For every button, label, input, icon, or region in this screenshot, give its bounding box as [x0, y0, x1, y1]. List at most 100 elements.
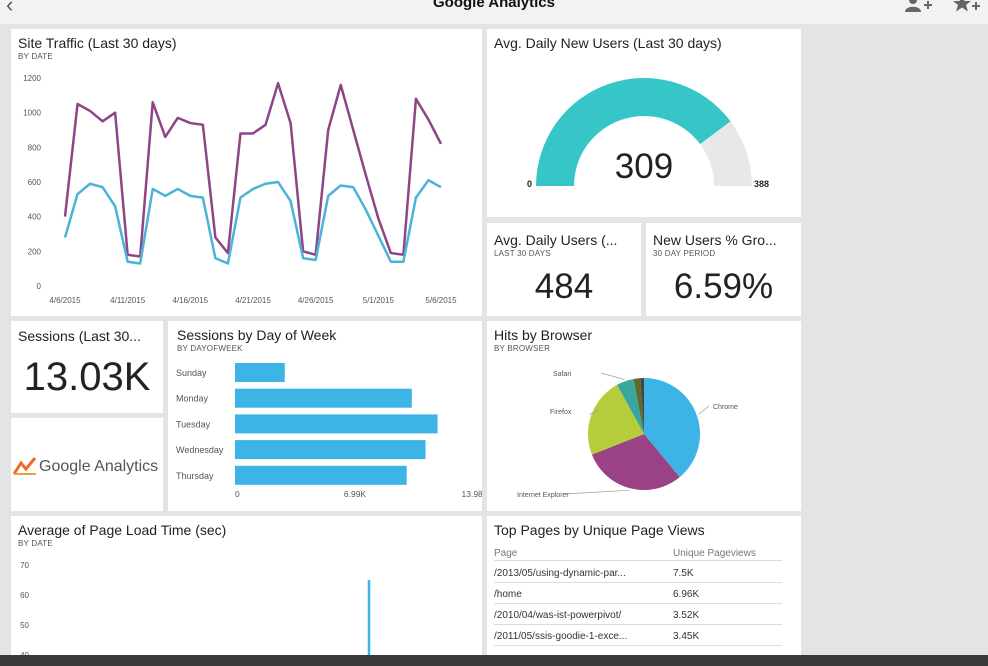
pie-slice	[640, 378, 644, 434]
y-tick-label: 1000	[23, 109, 41, 118]
pie-label: Chrome	[713, 404, 738, 411]
bottom-bar	[0, 655, 988, 666]
x-tick-label: 4/26/2015	[298, 296, 334, 305]
hits-by-browser-title: Hits by Browser	[494, 327, 593, 343]
top-bar: ‹ Google Analytics	[0, 0, 988, 24]
page-views: 7.5K	[673, 568, 694, 579]
y-tick-label: 1200	[23, 74, 41, 83]
y-tick-label: 70	[20, 561, 29, 570]
x-tick-label: 5/1/2015	[363, 296, 395, 305]
pie-slice	[633, 378, 644, 434]
x-tick-label: 13.98K	[462, 489, 482, 499]
y-tick-label: 400	[28, 213, 42, 222]
hits-by-browser-subtitle: BY BROWSER	[494, 344, 551, 353]
page-path: /2011/05/ssis-goodie-1-exce...	[494, 631, 628, 642]
add-user-icon[interactable]	[904, 0, 934, 19]
page-load-subtitle: BY DATE	[18, 539, 53, 548]
page-path: /2013/05/using-dynamic-par...	[494, 568, 626, 579]
hits-by-browser-chart: Chrome Internet Explorer Firefox Safari	[517, 371, 738, 499]
pie-slice	[644, 378, 700, 478]
x-tick-label: 4/16/2015	[173, 296, 209, 305]
top-pages-tile[interactable]: Top Pages by Unique Page Views Page Uniq…	[487, 516, 801, 666]
daily-new-users-title: Avg. Daily New Users (Last 30 days)	[494, 35, 722, 51]
category-label: Tuesday	[176, 419, 211, 429]
page-path: /home	[494, 589, 522, 600]
top-pages-header: Page Unique Pageviews	[494, 544, 782, 561]
site-traffic-subtitle: BY DATE	[18, 52, 53, 61]
chevron-left-icon[interactable]: ‹	[6, 0, 14, 17]
daily-users-tile[interactable]: Avg. Daily Users (... LAST 30 DAYS 484	[487, 223, 641, 316]
x-tick-label: 5/6/2015	[425, 296, 457, 305]
bar	[235, 414, 438, 434]
sessions-by-day-tile[interactable]: Sessions by Day of Week BY DAYOFWEEK Sun…	[168, 321, 482, 511]
gauge-track	[700, 121, 752, 186]
daily-users-value: 484	[534, 267, 594, 306]
table-row[interactable]: /2011/05/ssis-goodie-1-exce... 3.45K	[494, 625, 782, 646]
table-row[interactable]: /2013/05/using-dynamic-par... 7.5K	[494, 562, 782, 583]
daily-new-users-tile[interactable]: Avg. Daily New Users (Last 30 days) 309 …	[487, 29, 801, 217]
pie-label: Safari	[553, 371, 572, 378]
pie-leader-line	[564, 489, 630, 495]
page-path: /2010/04/was-ist-powerpivot/	[494, 610, 622, 621]
column-header-views: Unique Pageviews	[673, 548, 756, 559]
pie-label: Firefox	[550, 409, 572, 416]
y-tick-label: 800	[28, 143, 42, 152]
logo-tile: Google Analytics	[11, 418, 163, 511]
category-label: Wednesday	[176, 445, 224, 455]
column-header-page: Page	[494, 548, 518, 559]
category-label: Thursday	[176, 471, 214, 481]
sessions-by-day-subtitle: BY DAYOFWEEK	[177, 344, 243, 353]
page-load-chart: 40506070	[20, 561, 371, 666]
page-views: 3.45K	[673, 631, 700, 642]
y-tick-label: 600	[28, 178, 42, 187]
sessions-by-day-title: Sessions by Day of Week	[177, 327, 337, 343]
gauge-min-label: 0	[527, 179, 533, 189]
series-line	[63, 179, 442, 265]
page-load-title: Average of Page Load Time (sec)	[18, 522, 227, 538]
daily-users-subtitle: LAST 30 DAYS	[494, 249, 551, 258]
bar	[235, 363, 285, 382]
page-views: 3.52K	[673, 610, 700, 621]
new-users-gauge	[536, 77, 752, 186]
pie-leader-line	[600, 372, 625, 380]
logo-text: Google Analytics	[39, 458, 159, 475]
table-row[interactable]: /2010/04/was-ist-powerpivot/ 3.52K	[494, 604, 782, 625]
pie-slice	[588, 384, 644, 455]
bar	[235, 440, 426, 460]
category-label: Monday	[176, 394, 209, 404]
y-tick-label: 60	[20, 591, 29, 600]
page-load-tile[interactable]: Average of Page Load Time (sec) BY DATE …	[11, 516, 482, 666]
pie-leader-line	[698, 405, 710, 415]
new-users-growth-tile[interactable]: New Users % Gro... 30 DAY PERIOD 6.59%	[646, 223, 801, 316]
sessions-title: Sessions (Last 30...	[18, 328, 141, 344]
bar	[235, 388, 412, 408]
y-tick-label: 0	[37, 282, 42, 291]
y-tick-label: 50	[20, 621, 29, 630]
pie-label: Internet Explorer	[517, 492, 569, 499]
x-tick-label: 4/11/2015	[110, 296, 146, 305]
app-title: Google Analytics	[433, 0, 555, 11]
hits-by-browser-tile[interactable]: Hits by Browser BY BROWSER Chrome Interne…	[487, 321, 801, 511]
add-star-icon[interactable]	[953, 0, 983, 19]
y-tick-label: 200	[28, 247, 42, 256]
new-users-growth-subtitle: 30 DAY PERIOD	[653, 249, 716, 258]
x-tick-label: 0	[235, 489, 240, 499]
sessions-tile[interactable]: Sessions (Last 30... 13.03K	[11, 321, 163, 413]
pie-leader-line	[589, 410, 599, 415]
x-tick-label: 4/6/2015	[49, 296, 81, 305]
category-label: Sunday	[176, 368, 207, 378]
bar	[235, 465, 407, 485]
table-row[interactable]: /home 6.96K	[494, 583, 782, 604]
x-tick-label: 4/21/2015	[235, 296, 271, 305]
new-users-growth-value: 6.59%	[673, 267, 774, 306]
site-traffic-title: Site Traffic (Last 30 days)	[18, 35, 177, 51]
new-users-growth-title: New Users % Gro...	[653, 232, 777, 248]
sessions-by-day-chart: Sunday Monday Tuesday Wednesday Thursday 0 6.9…	[176, 363, 482, 499]
gauge-value: 309	[614, 147, 674, 186]
top-pages-title: Top Pages by Unique Page Views	[494, 522, 705, 538]
gauge-fill	[536, 77, 731, 186]
x-tick-label: 6.99K	[344, 489, 367, 499]
daily-users-title: Avg. Daily Users (...	[494, 232, 618, 248]
pie-slice	[617, 378, 644, 434]
site-traffic-tile[interactable]: Site Traffic (Last 30 days) BY DATE 0 200…	[11, 29, 482, 316]
